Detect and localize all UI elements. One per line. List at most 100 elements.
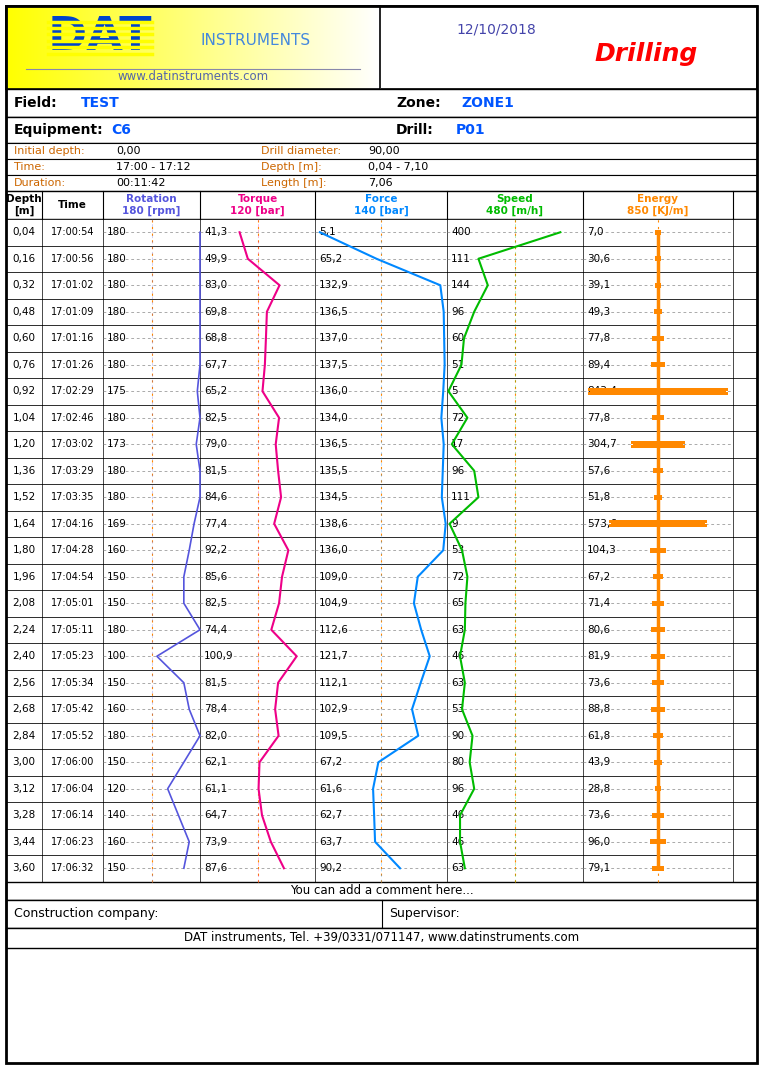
Bar — [297, 6, 298, 89]
Bar — [31, 6, 33, 89]
Bar — [212, 6, 214, 89]
Bar — [254, 6, 256, 89]
Text: 160: 160 — [107, 545, 127, 555]
Text: 17:06:14: 17:06:14 — [51, 810, 94, 820]
Text: 111: 111 — [451, 253, 471, 264]
Bar — [100, 6, 101, 89]
Bar — [655, 257, 661, 261]
Bar — [177, 6, 179, 89]
Text: 2,56: 2,56 — [12, 678, 36, 687]
Bar — [160, 6, 162, 89]
Bar — [186, 6, 188, 89]
Bar — [210, 6, 211, 89]
Bar — [308, 6, 310, 89]
Bar — [217, 6, 218, 89]
Bar — [33, 6, 34, 89]
Bar — [149, 6, 150, 89]
Text: 17:01:26: 17:01:26 — [51, 360, 95, 370]
Bar — [243, 6, 244, 89]
Text: 134,0: 134,0 — [319, 413, 349, 422]
Bar — [19, 6, 21, 89]
Text: 17:06:00: 17:06:00 — [51, 757, 94, 768]
Text: 136,0: 136,0 — [319, 386, 349, 397]
Bar — [84, 6, 85, 89]
Bar — [351, 6, 353, 89]
Bar — [6, 6, 380, 89]
Text: 175: 175 — [107, 386, 127, 397]
Bar — [95, 6, 96, 89]
Bar — [121, 6, 123, 89]
Bar — [80, 6, 82, 89]
Text: 62,1: 62,1 — [204, 757, 227, 768]
Text: 180: 180 — [107, 731, 127, 741]
Bar — [355, 6, 356, 89]
Bar — [171, 6, 172, 89]
Bar — [132, 6, 134, 89]
Text: 17:00 - 17:12: 17:00 - 17:12 — [116, 162, 191, 172]
Bar — [189, 6, 191, 89]
Text: 65,2: 65,2 — [319, 253, 343, 264]
Bar — [99, 6, 101, 89]
Text: 17:04:28: 17:04:28 — [51, 545, 95, 555]
Bar — [39, 6, 40, 89]
Bar — [126, 6, 127, 89]
Bar — [6, 642, 757, 669]
Bar — [29, 6, 31, 89]
Bar — [40, 6, 41, 89]
Bar — [89, 6, 91, 89]
Text: 64,7: 64,7 — [204, 810, 227, 820]
Text: Time: Time — [58, 200, 87, 210]
Bar — [25, 6, 27, 89]
Bar — [96, 6, 98, 89]
Bar — [237, 6, 239, 89]
Text: 140: 140 — [107, 810, 127, 820]
Bar — [167, 6, 169, 89]
Bar — [262, 6, 263, 89]
Text: 150: 150 — [107, 572, 127, 582]
Bar — [190, 6, 192, 89]
Text: 46: 46 — [451, 810, 464, 820]
Bar — [118, 6, 120, 89]
Text: 96: 96 — [451, 784, 464, 794]
Bar — [155, 6, 156, 89]
Bar — [655, 230, 661, 235]
Bar — [188, 6, 189, 89]
Text: Speed
480 [m/h]: Speed 480 [m/h] — [487, 193, 543, 216]
Bar — [292, 6, 294, 89]
Bar — [50, 6, 51, 89]
Text: 88,8: 88,8 — [587, 704, 610, 714]
Bar — [300, 6, 301, 89]
Bar — [6, 855, 757, 882]
Bar — [365, 6, 366, 89]
Bar — [303, 6, 304, 89]
Text: 17:01:02: 17:01:02 — [51, 280, 95, 291]
Text: 46: 46 — [451, 651, 464, 662]
Text: 17:03:02: 17:03:02 — [51, 439, 95, 449]
Bar — [323, 6, 324, 89]
Text: 17:03:35: 17:03:35 — [51, 492, 95, 502]
Text: 1,64: 1,64 — [12, 518, 36, 529]
Bar — [251, 6, 253, 89]
Bar — [283, 6, 285, 89]
Text: Initial depth:: Initial depth: — [14, 146, 85, 156]
Bar — [183, 6, 185, 89]
Bar — [7, 6, 8, 89]
Bar — [652, 812, 664, 818]
Bar — [81, 6, 82, 89]
Bar — [26, 6, 27, 89]
Bar — [124, 6, 125, 89]
Text: 89,4: 89,4 — [587, 360, 610, 370]
Text: 17:06:04: 17:06:04 — [51, 784, 94, 794]
Text: Length [m]:: Length [m]: — [261, 179, 327, 188]
Bar — [234, 6, 236, 89]
Bar — [375, 6, 376, 89]
Text: 80: 80 — [451, 757, 464, 768]
Text: 51,8: 51,8 — [587, 492, 610, 502]
Text: 65: 65 — [451, 599, 464, 608]
Bar — [152, 6, 153, 89]
Text: 12/10/2018: 12/10/2018 — [456, 22, 536, 36]
Bar — [305, 6, 307, 89]
Text: 90,2: 90,2 — [319, 864, 342, 873]
Text: 160: 160 — [107, 704, 127, 714]
Bar — [168, 6, 169, 89]
